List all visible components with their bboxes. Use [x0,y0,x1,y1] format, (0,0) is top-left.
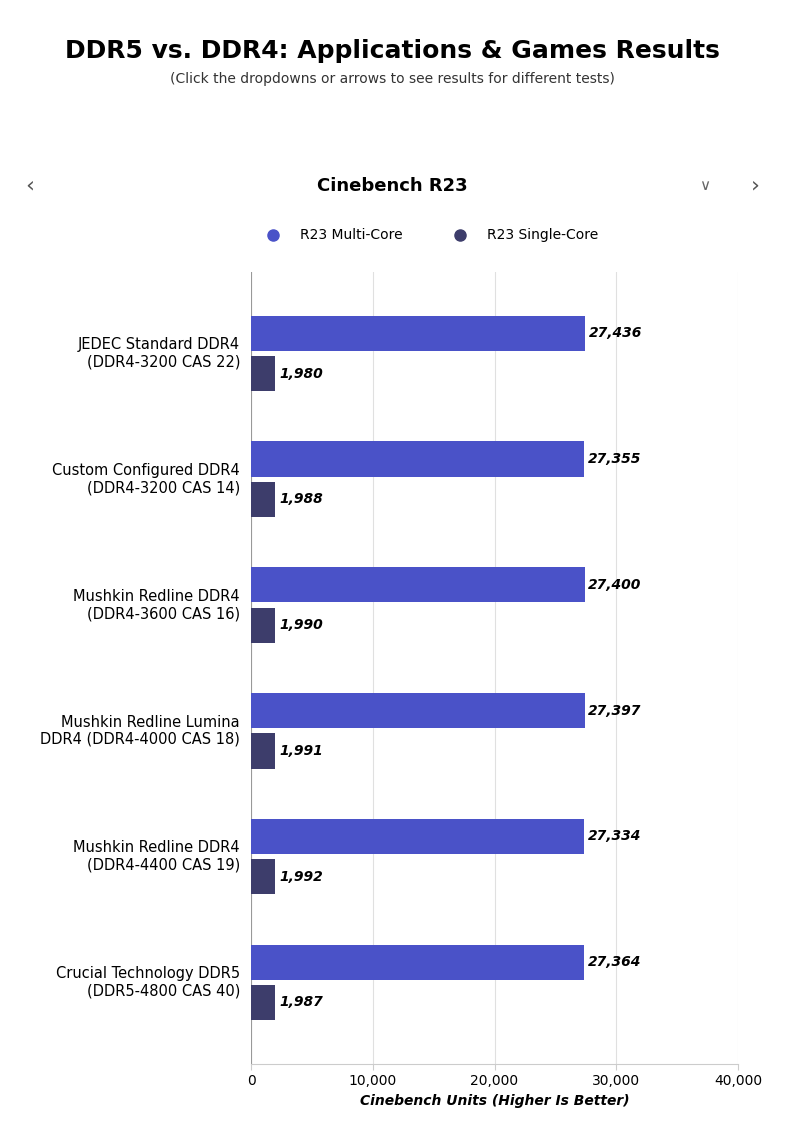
Text: Cinebench R23: Cinebench R23 [317,177,468,195]
Text: 27,334: 27,334 [587,830,641,843]
Bar [251,693,585,728]
Text: R23 Multi-Core: R23 Multi-Core [300,228,403,242]
Bar [251,355,276,392]
Bar [251,441,584,477]
Text: 1,990: 1,990 [279,618,323,632]
Text: 27,355: 27,355 [588,452,641,466]
Text: R23 Single-Core: R23 Single-Core [487,228,598,242]
Text: 1,987: 1,987 [279,995,323,1010]
Text: 1,988: 1,988 [279,492,323,506]
Text: 27,400: 27,400 [588,577,641,592]
Text: 1,992: 1,992 [279,869,323,884]
Bar [251,985,276,1020]
Bar [251,567,585,602]
X-axis label: Cinebench Units (Higher Is Better): Cinebench Units (Higher Is Better) [360,1094,630,1108]
Text: 27,436: 27,436 [589,326,642,341]
Bar [251,818,584,854]
Text: ‹: ‹ [25,175,35,196]
Text: 1,991: 1,991 [279,744,323,758]
Bar [251,859,276,894]
Text: ›: › [750,175,760,196]
Text: (Click the dropdowns or arrows to see results for different tests): (Click the dropdowns or arrows to see re… [170,72,615,86]
Text: 27,397: 27,397 [588,704,641,718]
Text: ∨: ∨ [699,178,710,194]
Bar [251,944,584,980]
Bar [251,608,276,643]
Text: DDR5 vs. DDR4: Applications & Games Results: DDR5 vs. DDR4: Applications & Games Resu… [65,38,720,63]
Bar [251,316,585,351]
Text: PC: PC [42,42,76,67]
Bar [251,734,276,769]
Bar [251,482,276,517]
Text: 1,980: 1,980 [279,367,323,380]
Text: 27,364: 27,364 [588,955,641,969]
